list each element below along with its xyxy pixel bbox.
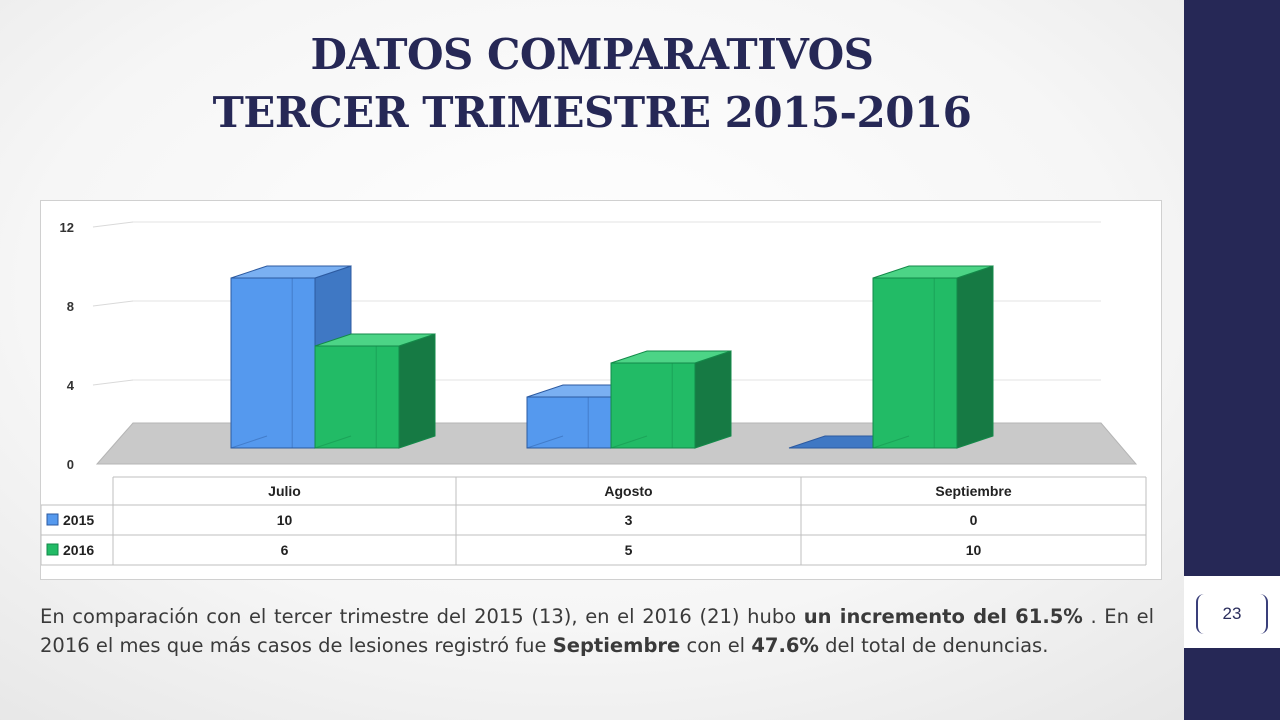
- table-header-agosto: Agosto: [604, 483, 652, 499]
- table-cell-2015-julio: 10: [277, 512, 293, 528]
- bar-2016-septiembre-front: [872, 277, 958, 449]
- gridline-side: [92, 221, 134, 228]
- caption-part-4: del total de denuncias.: [818, 634, 1049, 657]
- table-header-septiembre: Septiembre: [935, 483, 1011, 499]
- gridline-side: [92, 379, 134, 386]
- chart-container: 0 4 8 12 Julio Agosto Septiembre 2015 10 3 0 2016 6 5…: [40, 200, 1162, 580]
- title-line-1: DATOS COMPARATIVOS: [310, 30, 874, 79]
- y-tick-label: 0: [67, 457, 74, 472]
- legend-label-2016: 2016: [63, 542, 94, 558]
- bar-2015-agosto-front: [526, 396, 612, 449]
- caption-part-1: En comparación con el tercer trimestre d…: [40, 605, 804, 628]
- bar-2016-septiembre: [872, 265, 994, 449]
- caption-text: En comparación con el tercer trimestre d…: [40, 602, 1154, 660]
- caption-bold-month: Septiembre: [552, 634, 681, 657]
- caption-part-2: . En el 2016 el mes que más casos de les…: [40, 605, 1155, 657]
- bar-2016-agosto: [610, 350, 732, 449]
- table-cell-2015-septiembre: 0: [970, 512, 978, 528]
- bar-2015-julio-front: [230, 277, 316, 449]
- bar-chart-3d: 0 4 8 12 Julio Agosto Septiembre 2015 10 3 0 2016 6 5…: [41, 220, 1147, 566]
- bar-2016-agosto-edge-base: [610, 435, 648, 449]
- bar-2016-julio: [314, 333, 436, 449]
- caption-bold-increment: un incremento del 61.5%: [803, 605, 1083, 628]
- legend-label-2015: 2015: [63, 512, 94, 528]
- bar-2016-septiembre-edge-base: [872, 435, 910, 449]
- table-header-julio: Julio: [268, 483, 301, 499]
- caption-part-3: con el: [680, 634, 752, 657]
- bar-2016-septiembre-side: [956, 265, 994, 449]
- bar-2015-julio-edge-base: [230, 435, 268, 449]
- legend-swatch-2015: [46, 513, 59, 526]
- title-line-2: TERCER TRIMESTRE 2015-2016: [212, 88, 972, 137]
- table-cell-2015-agosto: 3: [625, 512, 633, 528]
- caption-bold-percent: 47.6%: [751, 634, 819, 657]
- y-tick-label: 12: [60, 220, 74, 235]
- slide-title: DATOS COMPARATIVOS TERCER TRIMESTRE 2015…: [0, 26, 1184, 142]
- bar-2016-agosto-front: [610, 362, 696, 449]
- y-tick-label: 4: [67, 378, 75, 393]
- table-cell-2016-agosto: 5: [625, 542, 633, 558]
- bar-2016-julio-side: [398, 333, 436, 449]
- bar-2016-agosto-side: [694, 350, 732, 449]
- legend-swatch-2016: [46, 543, 59, 556]
- bar-2015-agosto-edge-base: [526, 435, 564, 449]
- y-tick-label: 8: [67, 299, 74, 314]
- gridline-side: [92, 300, 134, 307]
- table-cell-2016-julio: 6: [281, 542, 289, 558]
- table-cell-2016-septiembre: 10: [966, 542, 982, 558]
- bar-2016-julio-front: [314, 345, 400, 449]
- page-number-box: 23: [1184, 576, 1280, 648]
- page-number: 23: [1196, 594, 1268, 634]
- bar-2016-julio-edge-base: [314, 435, 352, 449]
